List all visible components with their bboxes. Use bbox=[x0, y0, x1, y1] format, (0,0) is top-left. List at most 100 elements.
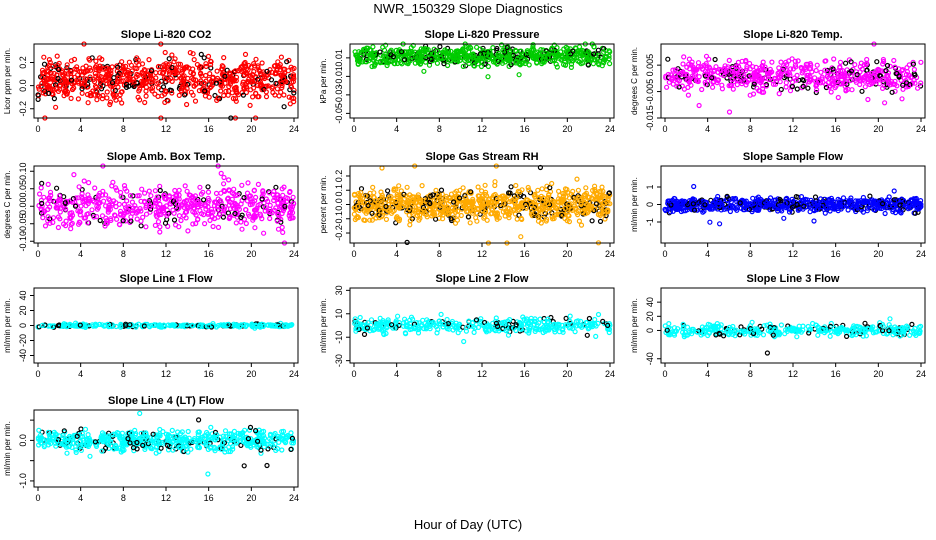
data-point bbox=[760, 83, 766, 89]
data-point bbox=[506, 190, 512, 196]
data-point bbox=[156, 85, 162, 91]
data-point bbox=[725, 64, 731, 70]
data-point bbox=[903, 77, 909, 84]
x-tick-label: 24 bbox=[605, 249, 615, 259]
data-point bbox=[845, 207, 851, 213]
data-point bbox=[98, 74, 104, 80]
data-point bbox=[733, 63, 740, 69]
data-point bbox=[46, 83, 52, 89]
data-point bbox=[192, 193, 198, 199]
data-point bbox=[98, 65, 104, 71]
data-point bbox=[227, 214, 233, 220]
data-point bbox=[879, 85, 886, 92]
data-point bbox=[214, 97, 220, 104]
panel-title: Slope Li-820 Pressure bbox=[425, 29, 540, 41]
data-point bbox=[179, 70, 185, 76]
data-point bbox=[678, 208, 684, 215]
data-point bbox=[255, 181, 261, 187]
data-point bbox=[106, 202, 112, 209]
data-point bbox=[357, 314, 363, 321]
data-point bbox=[168, 198, 174, 204]
data-point bbox=[359, 59, 365, 65]
data-point bbox=[539, 186, 545, 192]
data-point bbox=[369, 217, 375, 223]
data-point bbox=[903, 80, 910, 86]
data-point bbox=[827, 208, 833, 214]
x-tick-label: 12 bbox=[161, 249, 171, 259]
data-point bbox=[475, 205, 481, 211]
x-tick-label: 0 bbox=[662, 249, 667, 259]
data-point bbox=[223, 88, 229, 95]
data-point bbox=[419, 183, 425, 189]
data-point bbox=[428, 193, 434, 199]
data-point bbox=[284, 198, 290, 205]
data-point bbox=[526, 62, 532, 68]
data-point bbox=[49, 90, 55, 97]
data-point bbox=[152, 222, 158, 228]
data-point bbox=[503, 208, 509, 214]
data-point bbox=[279, 210, 285, 217]
data-point bbox=[555, 188, 562, 194]
data-point bbox=[239, 182, 245, 188]
data-point bbox=[828, 195, 835, 201]
data-point bbox=[52, 104, 59, 110]
data-point bbox=[516, 212, 522, 218]
data-point bbox=[795, 58, 801, 64]
data-point bbox=[789, 204, 796, 210]
data-point bbox=[460, 185, 466, 191]
data-point bbox=[729, 76, 735, 82]
data-point bbox=[361, 46, 367, 52]
data-point bbox=[729, 65, 736, 72]
data-point bbox=[370, 53, 376, 59]
data-point bbox=[157, 69, 163, 76]
data-point bbox=[41, 61, 48, 67]
data-point bbox=[85, 211, 91, 217]
data-point bbox=[219, 83, 226, 89]
data-point bbox=[499, 42, 505, 48]
data-point bbox=[89, 207, 95, 213]
data-point bbox=[801, 203, 807, 209]
data-point bbox=[92, 185, 98, 191]
data-point bbox=[213, 80, 219, 86]
data-point bbox=[693, 66, 699, 73]
data-point bbox=[458, 212, 464, 219]
data-point bbox=[135, 57, 141, 63]
data-point bbox=[286, 94, 292, 100]
data-point bbox=[100, 188, 106, 194]
data-point bbox=[96, 194, 102, 200]
data-point bbox=[448, 48, 454, 54]
data-point bbox=[102, 192, 109, 198]
data-point bbox=[148, 193, 154, 199]
data-point bbox=[121, 211, 127, 217]
data-point bbox=[737, 200, 743, 206]
data-point bbox=[73, 195, 79, 201]
data-point bbox=[166, 194, 172, 200]
y-tick-label: 0.0 bbox=[334, 198, 344, 211]
data-point bbox=[196, 65, 203, 71]
data-point bbox=[513, 58, 520, 64]
data-point bbox=[110, 87, 116, 93]
data-point bbox=[890, 81, 896, 87]
data-point bbox=[473, 215, 479, 221]
data-point bbox=[243, 220, 249, 227]
data-point bbox=[53, 185, 60, 191]
y-tick-label: -0.05 bbox=[18, 213, 28, 234]
data-point bbox=[486, 52, 492, 59]
data-point bbox=[61, 76, 67, 82]
data-point bbox=[243, 207, 249, 213]
data-point bbox=[580, 210, 586, 216]
data-point bbox=[407, 50, 413, 56]
data-point bbox=[778, 73, 784, 79]
data-point bbox=[153, 70, 159, 76]
data-point bbox=[377, 208, 384, 214]
data-point bbox=[129, 208, 135, 214]
data-point bbox=[821, 199, 827, 206]
data-point bbox=[452, 57, 458, 63]
data-point bbox=[68, 77, 75, 83]
data-point bbox=[589, 55, 595, 61]
data-point bbox=[440, 49, 446, 55]
data-point bbox=[586, 194, 593, 200]
data-point bbox=[278, 54, 284, 60]
data-point bbox=[201, 212, 207, 218]
data-point bbox=[388, 194, 394, 200]
